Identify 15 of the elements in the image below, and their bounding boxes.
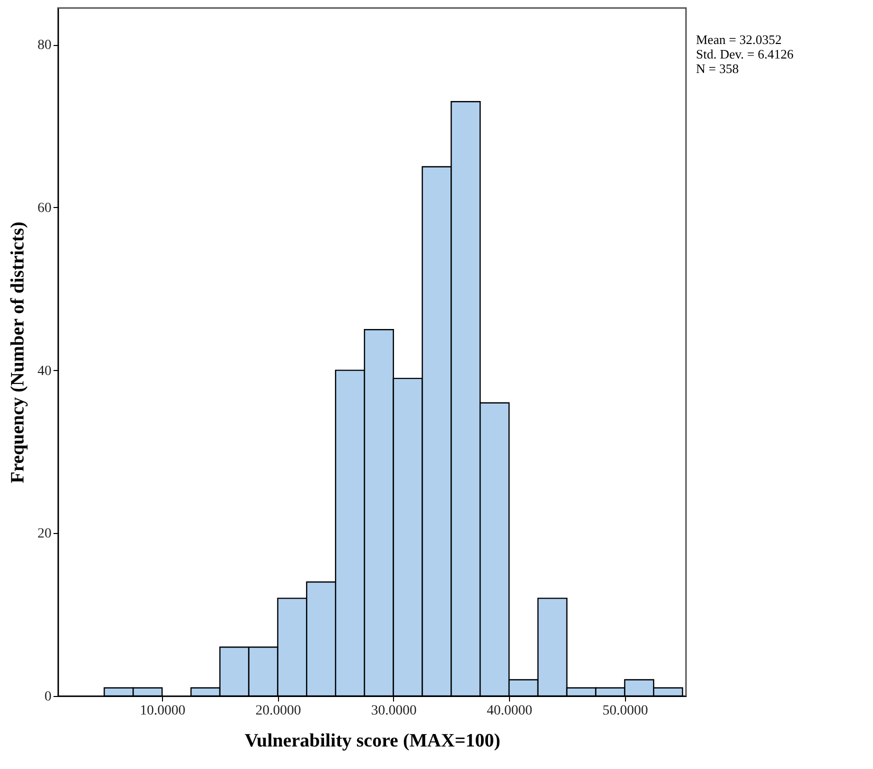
x-axis-title: Vulnerability score (MAX=100) (244, 730, 500, 752)
text: Std. Dev. = 6.4126 (696, 46, 794, 62)
x-tick-label: 30.0000 (371, 704, 417, 718)
y-tick-label: 20 (38, 526, 52, 542)
y-axis-title: Frequency (Number of districts) (8, 222, 28, 484)
x-tick-label: 40.0000 (486, 704, 532, 718)
y-tick-label: 0 (44, 690, 52, 704)
y-tick-label: 40 (38, 364, 52, 379)
text: Mean = 32.0352 (696, 32, 782, 47)
x-tick-label: 20.0000 (255, 704, 301, 718)
y-tick-label: 60 (38, 200, 52, 216)
y-tick-label: 80 (38, 38, 52, 54)
x-tick-label: 10.0000 (140, 704, 186, 718)
x-tick-label: 50.0000 (602, 704, 648, 718)
text: N = 358 (696, 61, 739, 76)
